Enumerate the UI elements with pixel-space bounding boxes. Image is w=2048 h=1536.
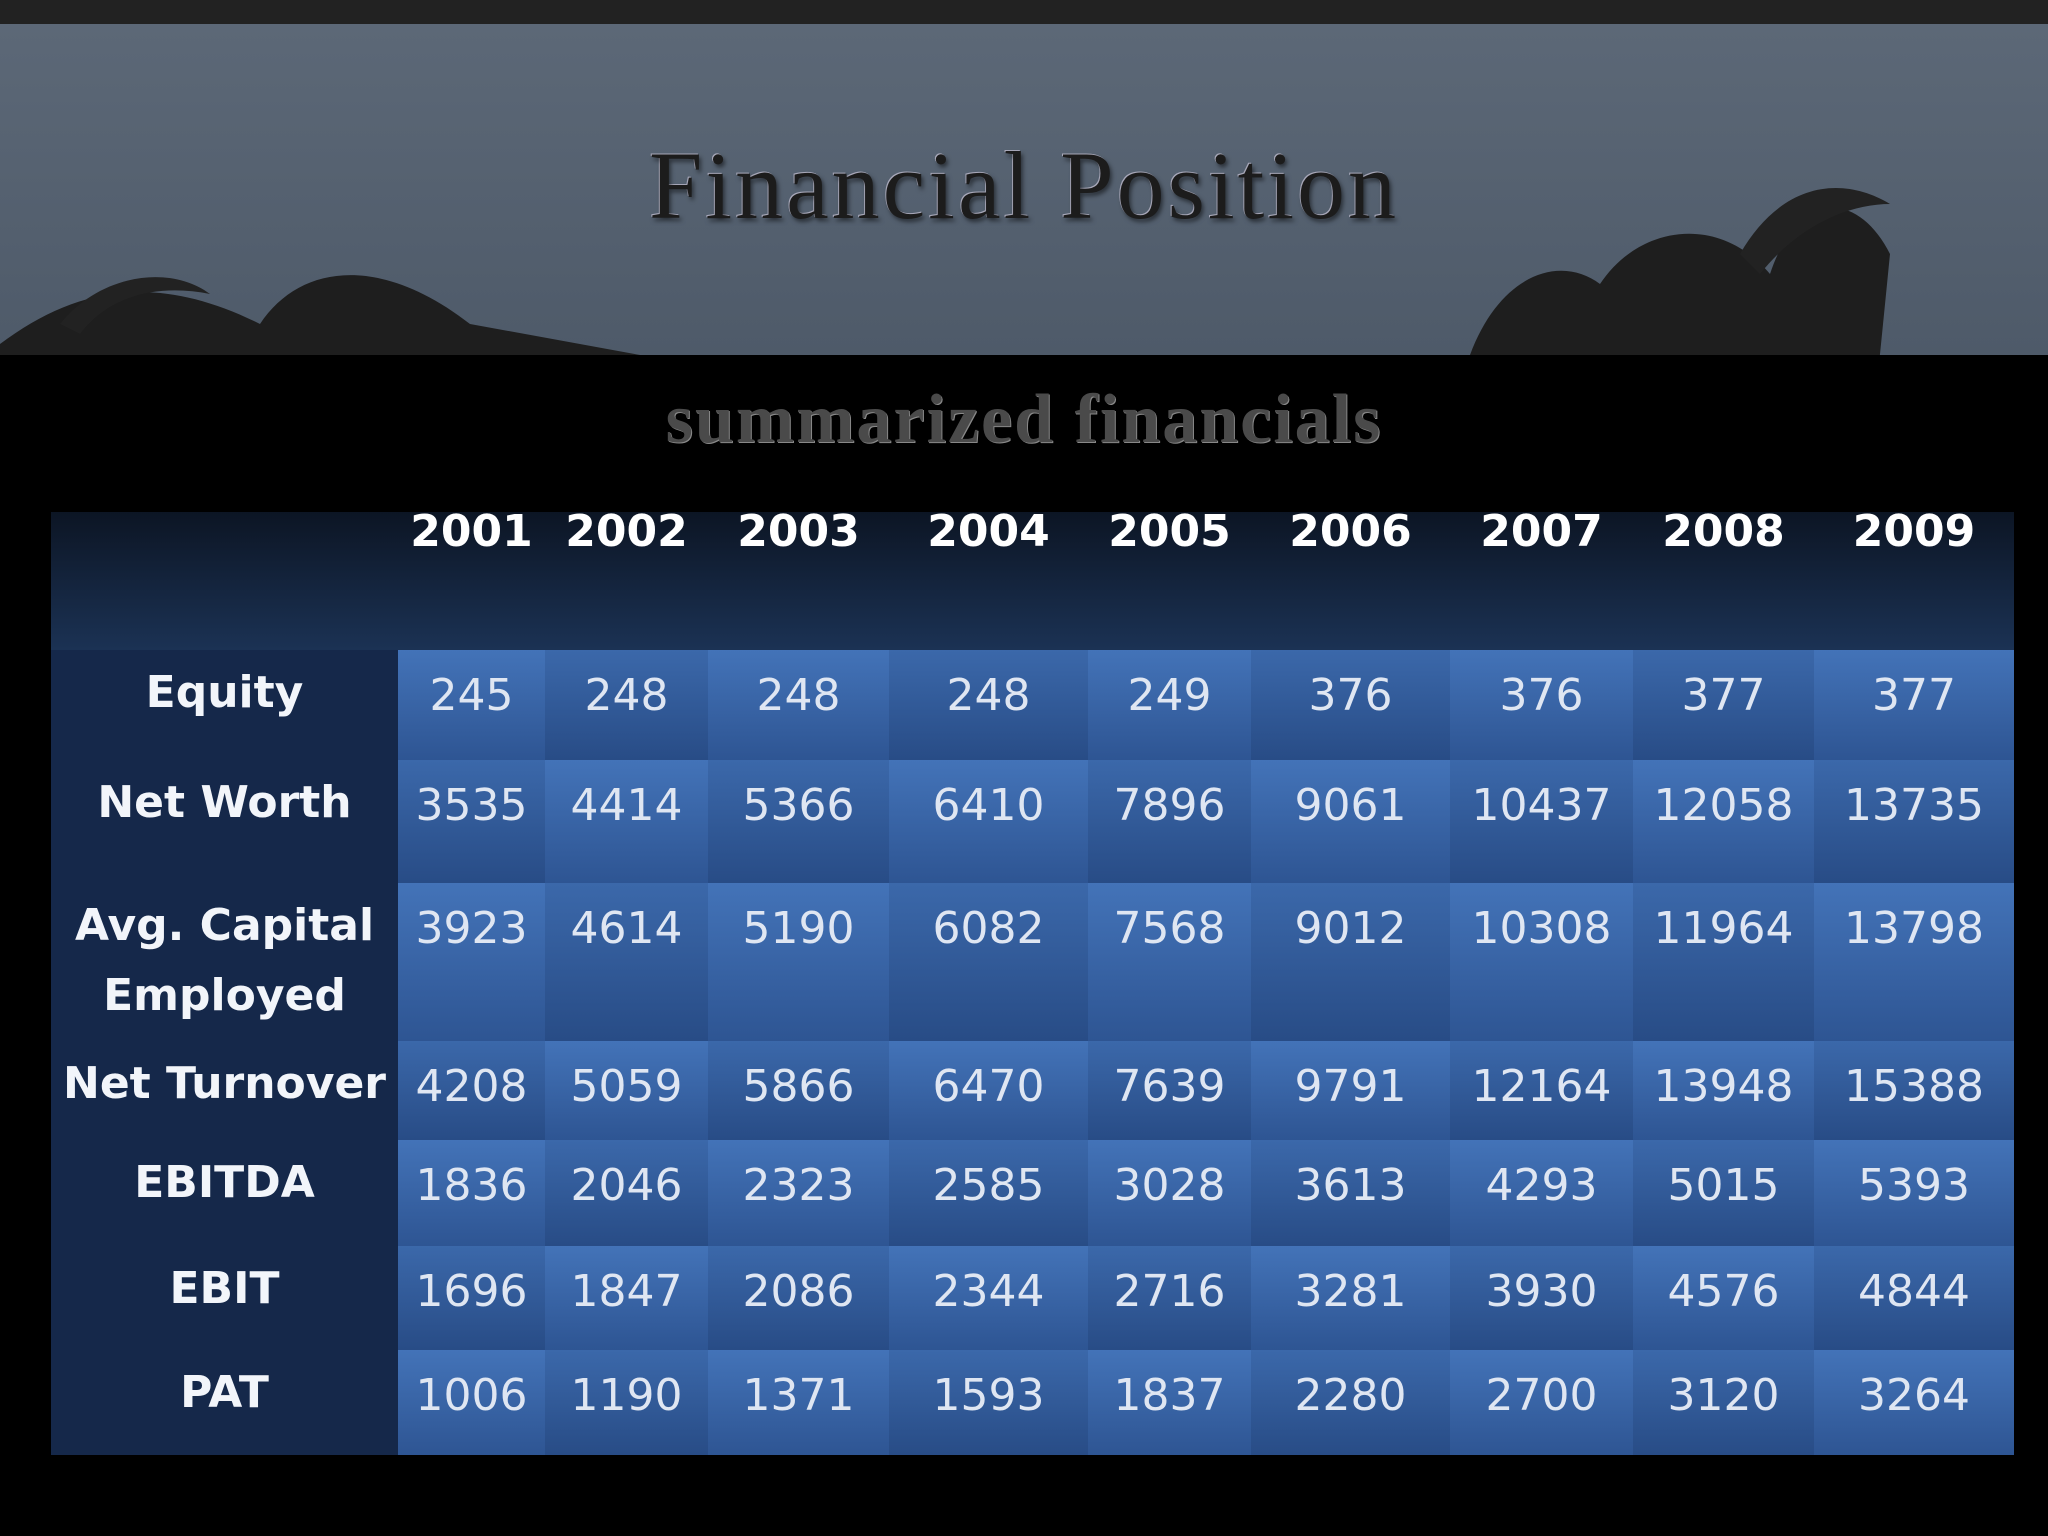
- column-header: 2004: [927, 506, 1050, 557]
- table-cell: 5015: [1633, 1140, 1814, 1246]
- table-cell: 2280: [1251, 1350, 1450, 1455]
- table-cell: 5866: [708, 1041, 889, 1140]
- table-cell: 2700: [1450, 1350, 1633, 1455]
- table-cell: 13798: [1814, 883, 2014, 1041]
- table-cell: 5393: [1814, 1140, 2014, 1246]
- column-header: 2003: [737, 506, 860, 557]
- table-cell: 13735: [1814, 760, 2014, 883]
- table-cell: 13948: [1633, 1041, 1814, 1140]
- title: Financial Position: [649, 132, 1399, 239]
- subtitle: summarized financials: [665, 381, 1383, 458]
- table-cell: 1696: [398, 1246, 545, 1350]
- table-cell: 376: [1251, 650, 1450, 760]
- table-cell: 6082: [889, 883, 1088, 1041]
- table-cell: 5190: [708, 883, 889, 1041]
- table-cell: 2086: [708, 1246, 889, 1350]
- table-cell: 2716: [1088, 1246, 1251, 1350]
- row-label: Net Worth: [97, 777, 352, 828]
- row-label: Equity: [145, 667, 304, 718]
- table-cell: 3930: [1450, 1246, 1633, 1350]
- table-cell: 5366: [708, 760, 889, 883]
- label-column: [51, 650, 398, 1455]
- column-header: 2001: [410, 506, 533, 557]
- table-cell: 3613: [1251, 1140, 1450, 1246]
- table-cell: 4293: [1450, 1140, 1633, 1246]
- table-cell: 1190: [545, 1350, 708, 1455]
- table-cell: 9012: [1251, 883, 1450, 1041]
- table-cell: 3264: [1814, 1350, 2014, 1455]
- table-cell: 3120: [1633, 1350, 1814, 1455]
- row-label: EBIT: [169, 1263, 280, 1314]
- table-cell: 6470: [889, 1041, 1088, 1140]
- table-cell: 376: [1450, 650, 1633, 760]
- table-cell: 2323: [708, 1140, 889, 1246]
- row-label: Avg. Capital Employed: [74, 900, 375, 1021]
- table-cell: 3923: [398, 883, 545, 1041]
- table-cell: 10308: [1450, 883, 1633, 1041]
- table-cell: 4208: [398, 1041, 545, 1140]
- column-header: 2007: [1480, 506, 1603, 557]
- table-cell: 249: [1088, 650, 1251, 760]
- table-cell: 3281: [1251, 1246, 1450, 1350]
- table-cell: 7896: [1088, 760, 1251, 883]
- table-cell: 15388: [1814, 1041, 2014, 1140]
- table-cell: 377: [1814, 650, 2014, 760]
- table-cell: 1836: [398, 1140, 545, 1246]
- column-header: 2009: [1852, 506, 1976, 557]
- table-cell: 9791: [1251, 1041, 1450, 1140]
- banner: [0, 24, 2048, 355]
- table-cell: 12058: [1633, 760, 1814, 883]
- column-header: 2005: [1108, 506, 1231, 557]
- table-cell: 12164: [1450, 1041, 1633, 1140]
- table-cell: 4614: [545, 883, 708, 1041]
- flourish: [0, 188, 1890, 355]
- table-cell: 4576: [1633, 1246, 1814, 1350]
- table-cell: 4844: [1814, 1246, 2014, 1350]
- table-cell: 1837: [1088, 1350, 1251, 1455]
- table-cell: 248: [708, 650, 889, 760]
- table-cell: 377: [1633, 650, 1814, 760]
- table-cell: 3535: [398, 760, 545, 883]
- table-cell: 1593: [889, 1350, 1088, 1455]
- table-cell: 7639: [1088, 1041, 1251, 1140]
- column-header: 2006: [1289, 506, 1412, 557]
- table-cell: 1371: [708, 1350, 889, 1455]
- table-cell: 3028: [1088, 1140, 1251, 1246]
- row-label: EBITDA: [134, 1157, 315, 1208]
- top-bar: [0, 0, 2048, 24]
- row-label: PAT: [180, 1367, 269, 1418]
- table-cell: 2585: [889, 1140, 1088, 1246]
- table-cell: 7568: [1088, 883, 1251, 1041]
- table-cell: 248: [889, 650, 1088, 760]
- table-cell: 1847: [545, 1246, 708, 1350]
- table-cell: 2046: [545, 1140, 708, 1246]
- column-header: 2008: [1662, 506, 1785, 557]
- table-cell: 10437: [1450, 760, 1633, 883]
- table-cell: 248: [545, 650, 708, 760]
- table-cell: 1006: [398, 1350, 545, 1455]
- table-cell: 6410: [889, 760, 1088, 883]
- table-cell: 245: [398, 650, 545, 760]
- table-cell: 11964: [1633, 883, 1814, 1041]
- table-cell: 2344: [889, 1246, 1088, 1350]
- column-header: 2002: [565, 506, 688, 557]
- table-cell: 4414: [545, 760, 708, 883]
- header-background: [51, 512, 2014, 650]
- table-cell: 9061: [1251, 760, 1450, 883]
- table-cell: 5059: [545, 1041, 708, 1140]
- row-label: Net Turnover: [63, 1058, 386, 1109]
